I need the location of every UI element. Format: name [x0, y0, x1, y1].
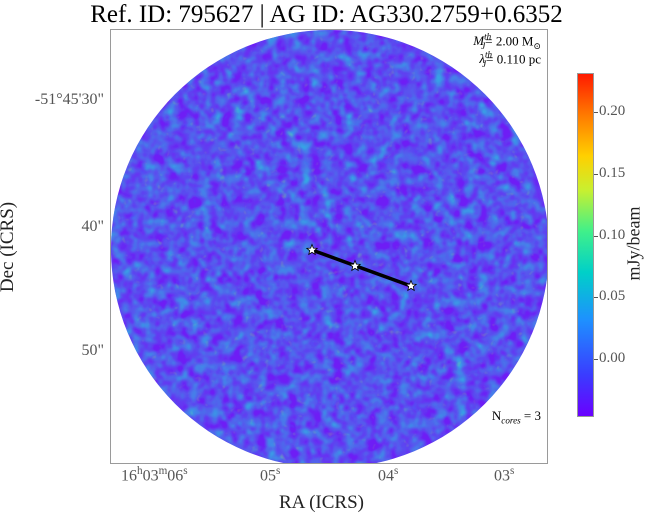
x-tick-label: 16h03m06s: [121, 465, 188, 485]
mass-annotation: MthJ= 2.00 M⊙: [473, 32, 541, 51]
colorbar-tick: [594, 359, 598, 360]
y-tick-label: 50": [81, 342, 104, 359]
y-axis-title: Dec (ICRS): [0, 201, 19, 293]
colorbar-tick: [594, 297, 598, 298]
x-tick-label: 04s: [378, 465, 399, 485]
length-annotation: λthJ= 0.110 pc: [479, 50, 541, 69]
colorbar-tick-label: 0.10: [599, 227, 626, 243]
colorbar-tick-label: 0.00: [599, 350, 626, 366]
colorbar-tick-label: 0.15: [599, 165, 626, 181]
colorbar-tick: [594, 236, 598, 237]
colorbar: [577, 73, 594, 417]
x-axis-title: RA (ICRS): [279, 492, 364, 513]
core-star-marker: [404, 279, 418, 292]
x-tick-label: 03s: [494, 465, 515, 485]
figure-title: Ref. ID: 795627 | AG ID: AG330.2759+0.63…: [90, 1, 563, 28]
colorbar-tick-label: 0.20: [599, 103, 626, 119]
map-panel: MthJ= 2.00 M⊙ λthJ= 0.110 pc Ncores = 3: [110, 29, 548, 464]
y-tick-label: -51°45'30": [34, 91, 104, 108]
intensity-map: [111, 30, 547, 463]
colorbar-tick: [594, 112, 598, 113]
colorbar-tick: [594, 174, 598, 175]
ncores-annotation: Ncores = 3: [491, 408, 541, 426]
colorbar-label: mJy/beam: [623, 206, 644, 281]
core-star-marker: [305, 243, 319, 256]
y-tick-label: 40": [81, 218, 104, 235]
x-tick-label: 05s: [260, 465, 281, 485]
core-connector-line: [311, 248, 412, 288]
colorbar-tick-label: 0.05: [599, 288, 626, 304]
core-markers: [305, 243, 418, 292]
core-star-marker: [348, 259, 362, 272]
